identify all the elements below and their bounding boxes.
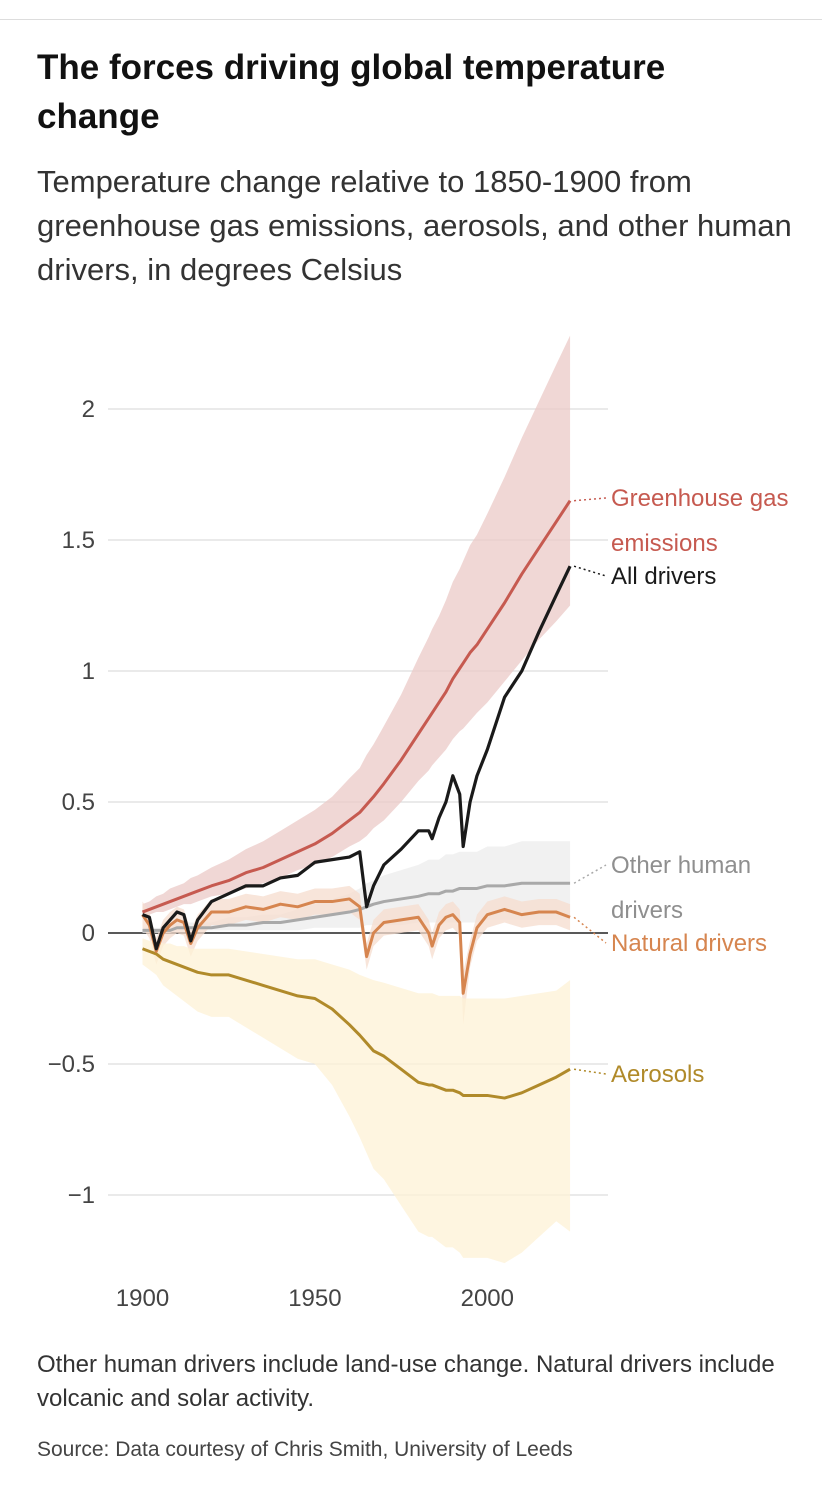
source: Source: Data courtesy of Chris Smith, Un… [37, 1438, 573, 1461]
x-tick-label: 1950 [288, 1285, 341, 1312]
series-line [141, 947, 571, 1100]
y-tick-label: 0 [82, 920, 95, 947]
y-tick-label: 1 [82, 658, 95, 685]
series-line [141, 565, 572, 951]
label-leader [574, 497, 607, 502]
x-tick-label: 2000 [461, 1285, 514, 1312]
series-label: Greenhouse gas emissions [611, 485, 789, 557]
y-tick-label: −0.5 [48, 1051, 95, 1078]
band-layer [142, 335, 571, 1264]
label-leader [573, 916, 607, 944]
uncertainty-band [142, 841, 571, 933]
title: The forces driving global temperature ch… [37, 48, 666, 136]
line-layer [141, 499, 572, 1100]
subtitle: Temperature change relative to 1850-1900… [37, 164, 792, 287]
y-tick-label: 2 [82, 396, 95, 423]
uncertainty-band [142, 335, 571, 918]
label-leader [573, 565, 607, 577]
series-line [141, 499, 572, 914]
series-label: Natural drivers [611, 930, 768, 957]
label-leader [573, 864, 607, 884]
uncertainty-band [142, 938, 571, 1264]
y-tick-label: 0.5 [62, 789, 95, 816]
chart: 2 1.5 1 0.5 0 −0.5 −1 1900 1950 2000 [48, 335, 608, 1312]
x-tick-label: 1900 [116, 1285, 169, 1312]
top-rule [0, 19, 822, 20]
y-tick-label: 1.5 [62, 527, 95, 554]
series-layer [141, 335, 572, 1264]
series-label: Aerosols [611, 1061, 705, 1088]
note: Other human drivers include land-use cha… [37, 1351, 775, 1412]
y-tick-label: −1 [68, 1182, 95, 1209]
label-leader [573, 1068, 607, 1075]
series-label: All drivers [611, 563, 717, 590]
series-label: Other human drivers [611, 852, 752, 924]
